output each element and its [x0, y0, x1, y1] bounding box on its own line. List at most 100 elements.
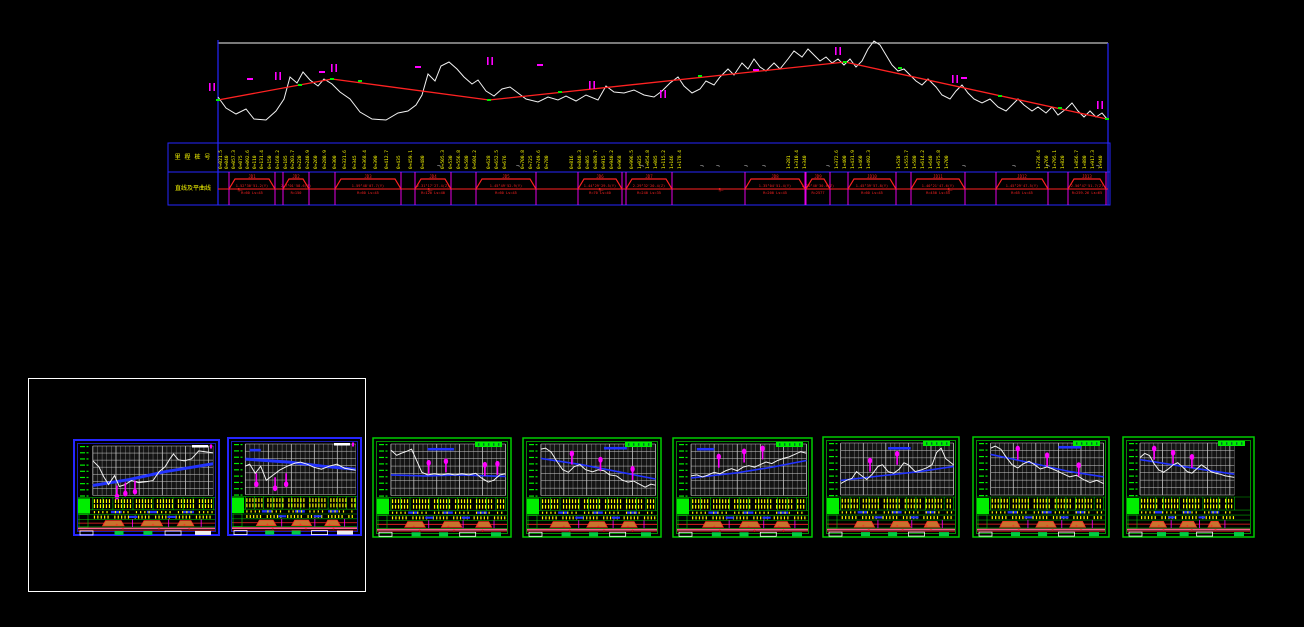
svg-text:+: + — [152, 523, 155, 528]
svg-text:+: + — [1210, 524, 1213, 529]
svg-text:0+865: 0+865 — [585, 155, 591, 169]
svg-text:+: + — [1162, 528, 1165, 533]
svg-text:+: + — [332, 527, 335, 532]
svg-text:+: + — [412, 524, 415, 529]
svg-text:1+115.2: 1+115.2 — [661, 150, 667, 169]
svg-text:R=2577: R=2577 — [812, 191, 825, 195]
svg-text:+: + — [868, 528, 871, 533]
svg-text:1+940: 1+940 — [1098, 155, 1104, 169]
svg-text:0+185: 0+185 — [283, 155, 289, 169]
svg-text:0+968: 0+968 — [617, 155, 623, 169]
svg-text:R—: R— — [238, 188, 243, 193]
svg-text:0+168.2: 0+168.2 — [275, 150, 281, 169]
svg-text:R—: R— — [948, 188, 953, 193]
svg-text:1+580: 1+580 — [912, 155, 918, 169]
svg-text:R=65 Ls=45: R=65 Ls=45 — [1011, 191, 1033, 195]
svg-text:+: + — [719, 528, 722, 533]
svg-text:+: + — [447, 524, 450, 529]
profile-sheet-8[interactable] — [1123, 437, 1254, 537]
svg-text:JD1: JD1 — [248, 174, 256, 179]
svg-text:0+556.8: 0+556.8 — [456, 150, 462, 169]
svg-text:0+676: 0+676 — [502, 155, 508, 169]
longitudinal-profile-drawing[interactable] — [168, 40, 1110, 205]
profile-sheet-5[interactable] — [673, 438, 812, 537]
svg-text:+: + — [188, 527, 191, 532]
svg-text:0+435: 0+435 — [396, 155, 402, 169]
svg-text:2-50°47'51.7(Z): 2-50°47'51.7(Z) — [1071, 184, 1103, 188]
svg-text:JD11: JD11 — [933, 174, 943, 179]
svg-text:0+580: 0+580 — [464, 155, 470, 169]
svg-text:¬: ¬ — [516, 163, 520, 170]
svg-text:0+780: 0+780 — [544, 155, 550, 169]
profile-sheet-7[interactable] — [973, 437, 1109, 537]
svg-text:0+996.5: 0+996.5 — [629, 150, 635, 169]
svg-text:1-45°49'52.9(Y): 1-45°49'52.9(Y) — [490, 184, 522, 188]
svg-text:1+281: 1+281 — [786, 155, 792, 169]
svg-text:JD12: JD12 — [1017, 174, 1027, 179]
svg-text:1+054.8: 1+054.8 — [645, 150, 651, 169]
svg-text:JD2: JD2 — [292, 174, 300, 179]
svg-text:¬: ¬ — [962, 163, 966, 170]
svg-text:JD5: JD5 — [502, 174, 510, 179]
svg-text:+: + — [116, 523, 119, 528]
svg-text:R—: R— — [719, 188, 724, 193]
svg-text:R—: R— — [428, 188, 433, 193]
svg-text:0+604.2: 0+604.2 — [472, 150, 478, 169]
svg-text:R—: R— — [599, 188, 604, 193]
svg-text:+: + — [782, 528, 785, 533]
profile-sheet-2-selected[interactable] — [228, 438, 361, 535]
svg-text:+: + — [713, 524, 716, 529]
svg-text:R=240 Ls=35: R=240 Ls=35 — [637, 191, 661, 195]
profile-sheet-4[interactable] — [523, 438, 661, 537]
svg-text:R=70 Ls=40: R=70 Ls=40 — [589, 191, 611, 195]
svg-text:+: + — [266, 523, 269, 528]
svg-text:+: + — [328, 523, 331, 528]
svg-text:0+390: 0+390 — [373, 155, 379, 169]
svg-text:+: + — [1158, 524, 1161, 529]
svg-text:1+736.4: 1+736.4 — [1036, 150, 1042, 169]
svg-text:2-31°17'27.4(Z): 2-31°17'27.4(Z) — [417, 184, 449, 188]
svg-text:1+178.4: 1+178.4 — [677, 150, 683, 169]
svg-text:+: + — [1075, 524, 1078, 529]
svg-text:+: + — [597, 524, 600, 529]
svg-text:R=450 Ls=55: R=450 Ls=55 — [926, 191, 950, 195]
svg-text:+: + — [1018, 528, 1021, 533]
svg-text:0+092.6: 0+092.6 — [245, 150, 251, 169]
svg-text:1+460: 1+460 — [858, 155, 864, 169]
svg-text:¬: ¬ — [437, 163, 441, 170]
svg-text:1+146: 1+146 — [669, 155, 675, 169]
svg-text:JD4: JD4 — [429, 174, 437, 179]
svg-text:1+431.9: 1+431.9 — [850, 150, 856, 169]
svg-text:+: + — [862, 524, 865, 529]
profile-sheet-6[interactable] — [823, 437, 959, 537]
svg-text:1+820: 1+820 — [1060, 155, 1066, 169]
svg-text:R=60 Ls=45: R=60 Ls=45 — [495, 191, 517, 195]
svg-text:0+889.7: 0+889.7 — [593, 150, 599, 169]
svg-text:+: + — [1214, 528, 1217, 533]
svg-text:JD6: JD6 — [596, 174, 604, 179]
row-header-mileage: 里 程 桩 号 — [174, 154, 212, 161]
svg-text:1+492.3: 1+492.3 — [866, 150, 872, 169]
svg-text:0+021.5: 0+021.5 — [218, 150, 224, 169]
svg-text:1+340: 1+340 — [802, 155, 808, 169]
profile-sheet-1-selected[interactable] — [74, 440, 219, 535]
svg-text:0+480: 0+480 — [420, 155, 426, 169]
svg-text:1+085: 1+085 — [653, 155, 659, 169]
svg-text:¬: ¬ — [744, 163, 748, 170]
svg-text:0+840.3: 0+840.3 — [577, 150, 583, 169]
svg-text:JD8: JD8 — [771, 174, 779, 179]
svg-text:1-45°39'57.8(Y): 1-45°39'57.8(Y) — [856, 184, 888, 188]
svg-text:0+131.4: 0+131.4 — [259, 150, 265, 169]
svg-text:+: + — [1012, 524, 1015, 529]
svg-text:¬: ¬ — [762, 163, 766, 170]
svg-text:0+749.6: 0+749.6 — [536, 150, 542, 169]
svg-text:1+400: 1+400 — [842, 155, 848, 169]
svg-text:1-59°48'07.7(Y): 1-59°48'07.7(Y) — [352, 184, 384, 188]
svg-text:R=60 Ls=45: R=60 Ls=45 — [241, 191, 263, 195]
svg-text:0+240.9: 0+240.9 — [305, 150, 311, 169]
profile-sheet-3[interactable] — [373, 438, 511, 537]
svg-text:0+652.5: 0+652.5 — [494, 150, 500, 169]
svg-text:0+280.9: 0+280.9 — [322, 150, 328, 169]
svg-text:0+110: 0+110 — [252, 155, 258, 169]
